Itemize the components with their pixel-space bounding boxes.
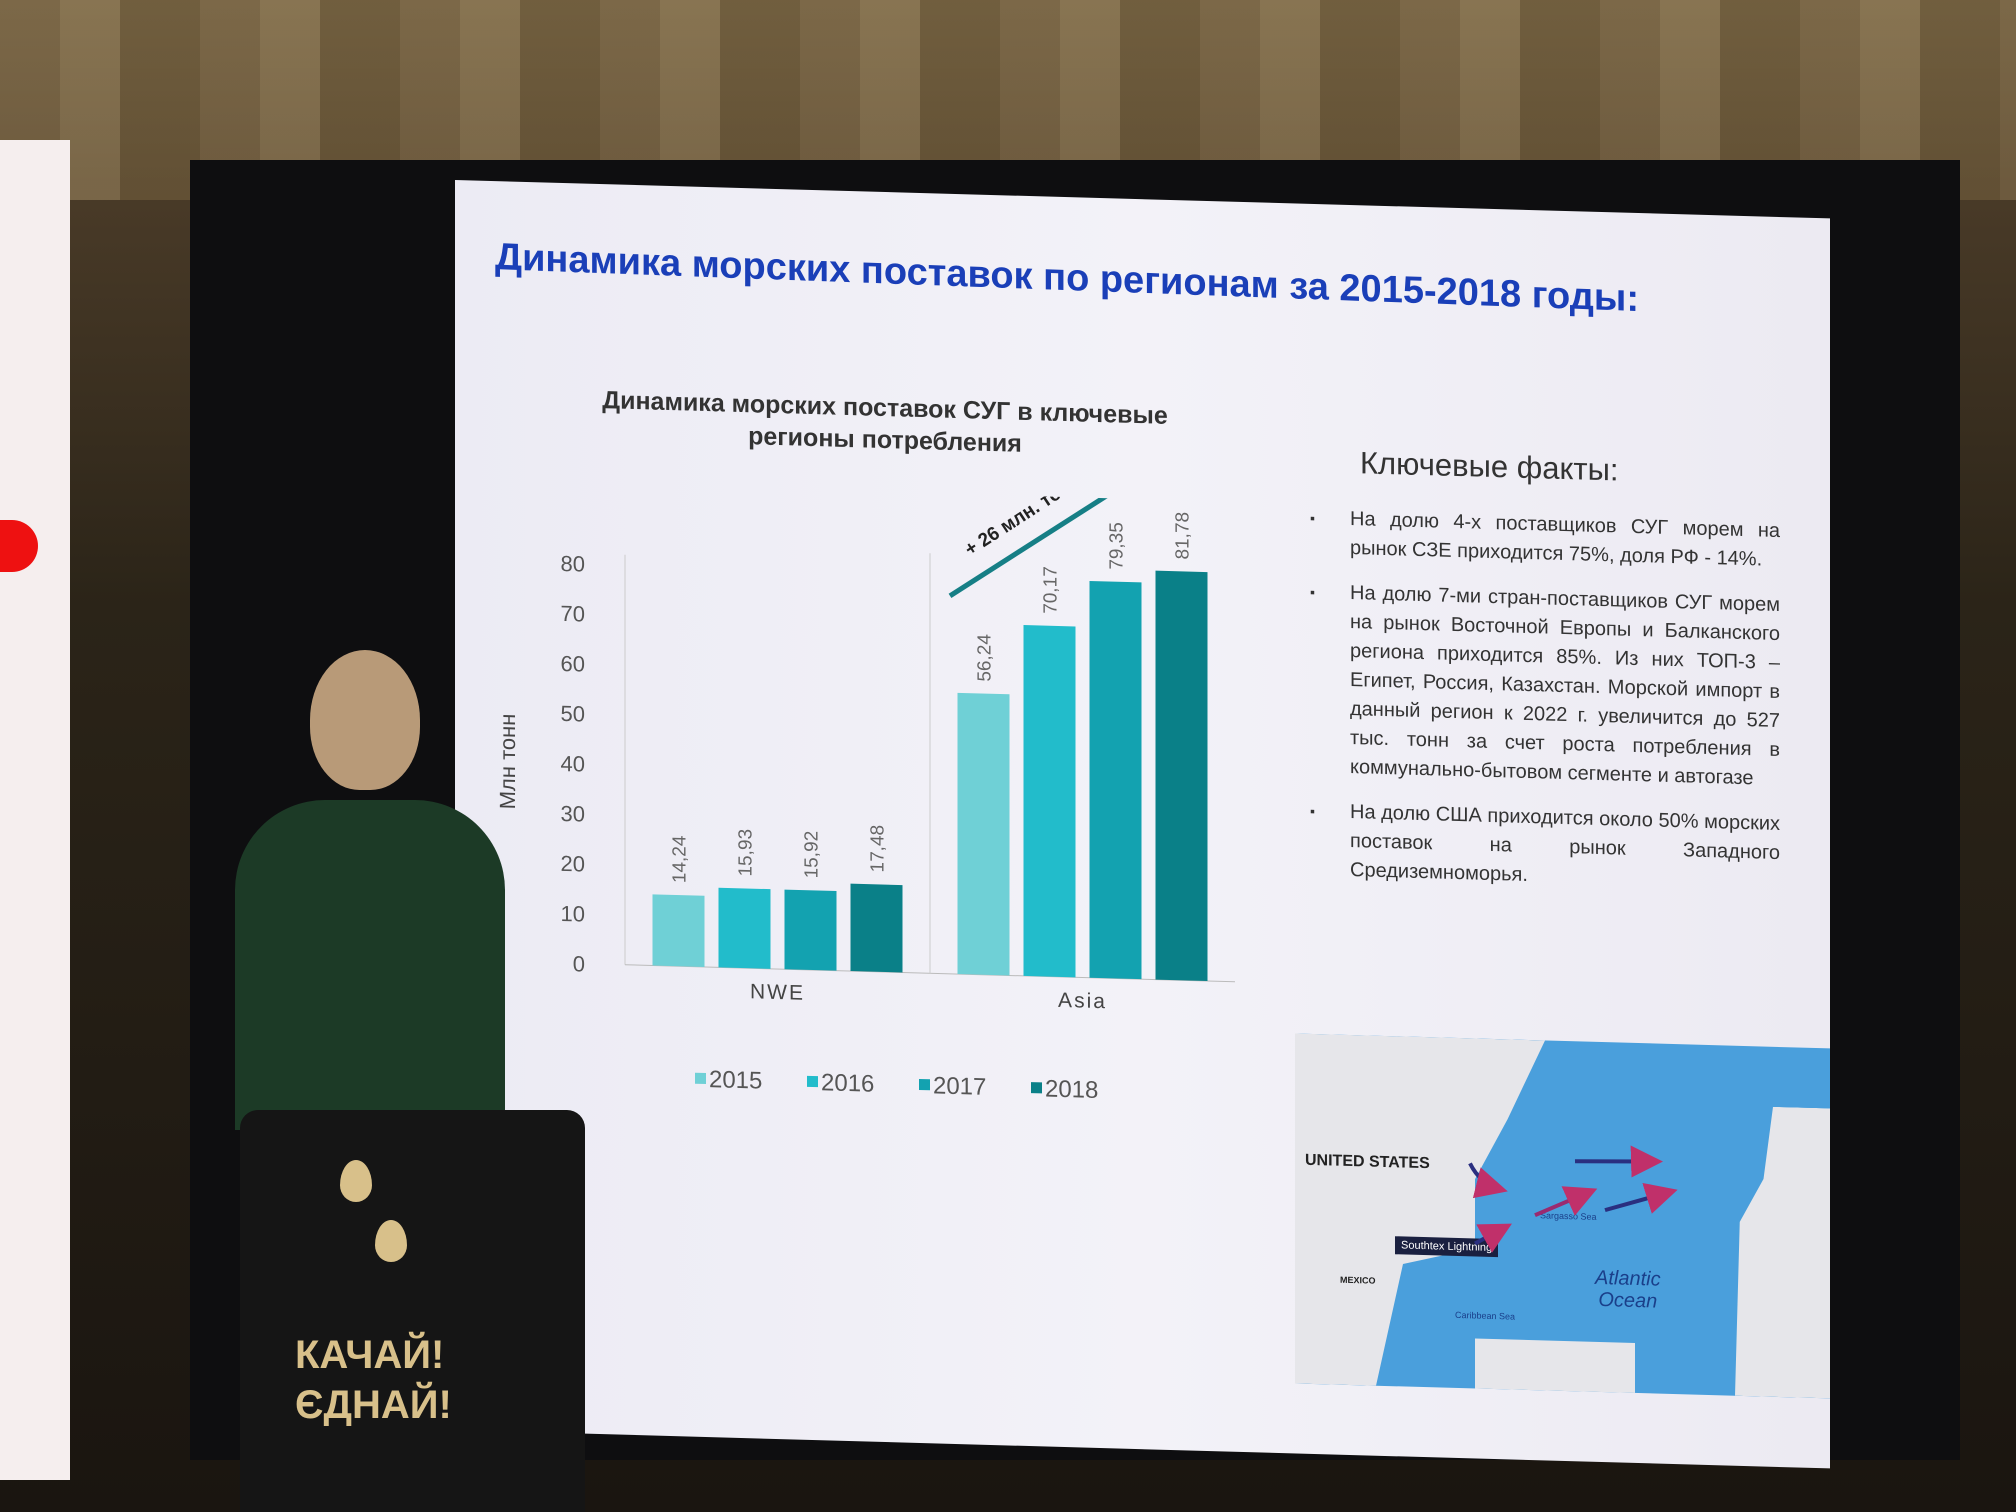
bar-asia-2018	[1155, 570, 1208, 982]
legend-label-2017: 2017	[933, 1072, 986, 1100]
y-tick-label: 20	[561, 851, 585, 877]
legend-label-2018: 2018	[1045, 1075, 1098, 1103]
facts-list: На долю 4-х поставщиков СУГ морем на рын…	[1310, 504, 1780, 913]
y-tick-label: 10	[561, 901, 585, 927]
shipping-map: UNITED STATES MEXICO Southtex Lightning …	[1295, 1033, 1830, 1399]
presenter-body	[235, 800, 505, 1130]
podium-barrel: КАЧАЙ! ЄДНАЙ!	[240, 1110, 585, 1512]
y-tick-label: 80	[561, 551, 585, 577]
presenter-head	[310, 650, 420, 790]
data-label: 15,92	[802, 831, 823, 879]
presenter	[235, 650, 505, 1130]
data-label: 70,17	[1041, 566, 1062, 614]
legend-swatch-2017	[919, 1078, 930, 1091]
x-category-label: Asia	[1058, 989, 1107, 1013]
side-screen	[0, 140, 70, 1480]
y-tick-label: 50	[561, 701, 585, 727]
data-label: 79,35	[1107, 522, 1128, 570]
bar-nwe-2017	[784, 889, 837, 971]
y-tick-label: 60	[561, 651, 585, 677]
bar-chart: Млн тонн 0 10 20 30 40 50 60 70 80 NWE 14,24 15,93 15…	[495, 481, 1235, 1104]
barrel-slogan: КАЧАЙ! ЄДНАЙ!	[295, 1330, 452, 1430]
fact-item: На долю 7-ми стран-поставщиков СУГ морем…	[1310, 578, 1780, 794]
legend-swatch-2015	[695, 1072, 706, 1085]
route-arrow	[1474, 1223, 1512, 1253]
bar-nwe-2016	[718, 887, 771, 969]
bar-asia-2015	[957, 692, 1010, 976]
y-tick-label: 30	[561, 801, 585, 827]
route-arrow	[1468, 1162, 1508, 1199]
chart-title: Динамика морских поставок СУГ в ключевые…	[575, 383, 1195, 464]
legend-swatch-2016	[807, 1075, 818, 1088]
bar-nwe-2015	[652, 894, 705, 967]
bar-nwe-2018	[850, 883, 903, 973]
data-label: 15,93	[736, 829, 757, 877]
fact-item: На долю 4-х поставщиков СУГ морем на рын…	[1310, 504, 1780, 575]
slide-title: Динамика морских поставок по регионам за…	[495, 236, 1639, 321]
bar-asia-2016	[1023, 625, 1076, 978]
side-red-shape	[0, 520, 38, 572]
route-arrow	[1534, 1186, 1598, 1218]
data-label: 81,78	[1173, 512, 1194, 560]
legend-label-2016: 2016	[821, 1069, 874, 1097]
data-label: 56,24	[975, 633, 996, 682]
oil-drop-icon	[375, 1220, 407, 1262]
route-arrows	[1468, 1145, 1678, 1253]
y-axis-label: Млн тонн	[495, 713, 520, 809]
route-arrow	[1604, 1182, 1678, 1214]
x-category-label: NWE	[750, 980, 805, 1005]
slogan-line1: КАЧАЙ!	[295, 1333, 445, 1377]
bar-asia-2017	[1089, 580, 1142, 980]
facts-heading: Ключевые факты:	[1360, 445, 1619, 488]
y-tick-label: 70	[561, 601, 585, 627]
legend-label-2015: 2015	[709, 1066, 762, 1094]
legend-swatch-2018	[1031, 1082, 1042, 1094]
data-label: 14,24	[670, 835, 691, 884]
data-label: 17,48	[868, 825, 889, 873]
presentation-slide: Динамика морских поставок по регионам за…	[455, 180, 1830, 1469]
route-arrow	[1574, 1145, 1663, 1178]
slogan-line2: ЄДНАЙ!	[295, 1383, 452, 1427]
fact-item: На долю США приходится около 50% морских…	[1310, 797, 1780, 897]
y-tick-label: 40	[561, 751, 585, 777]
oil-drop-icon	[340, 1160, 372, 1202]
y-tick-label: 0	[573, 951, 585, 976]
